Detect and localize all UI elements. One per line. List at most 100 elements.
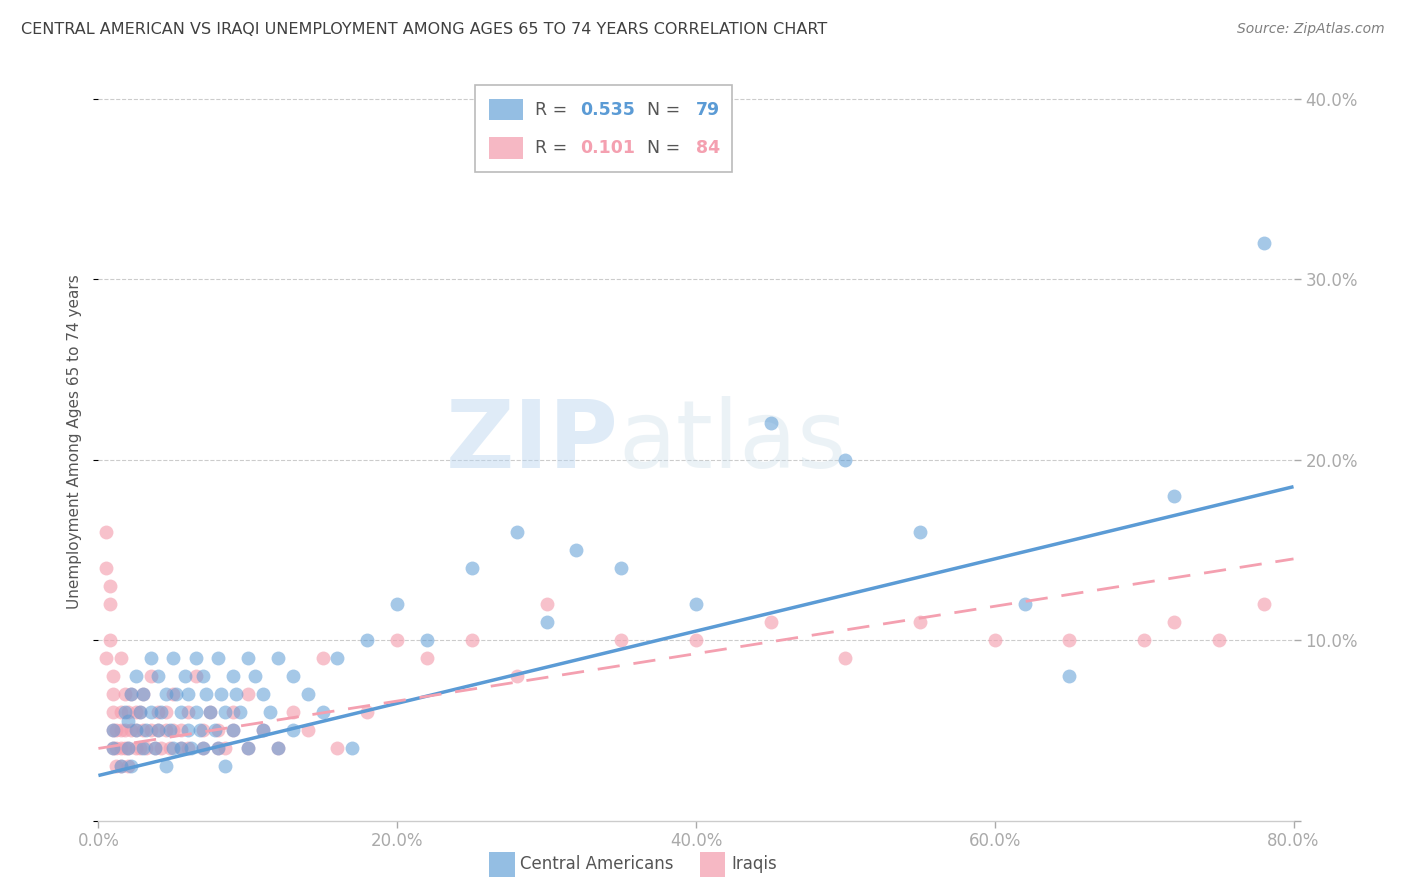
Point (125, 741, 148, 756)
Point (143, 741, 166, 756)
Point (984, 633, 1007, 648)
Point (114, 741, 136, 756)
Text: N =: N = (637, 139, 686, 157)
Point (356, 633, 378, 648)
Point (1253, 597, 1275, 611)
Point (191, 741, 214, 756)
Text: ZIP: ZIP (446, 395, 619, 488)
Point (135, 723, 157, 738)
Point (169, 741, 191, 756)
Point (148, 723, 170, 738)
Point (281, 706, 304, 720)
Point (536, 597, 558, 611)
Point (169, 723, 191, 738)
Point (1014, 597, 1036, 611)
Point (245, 669, 267, 683)
Point (148, 723, 170, 738)
Point (169, 741, 191, 756)
Text: R =: R = (534, 101, 572, 119)
Point (159, 723, 181, 738)
Point (110, 759, 132, 773)
Point (139, 723, 162, 738)
Point (207, 741, 229, 756)
Point (342, 741, 364, 756)
Point (252, 687, 274, 701)
Point (105, 759, 128, 773)
Point (125, 723, 148, 738)
Point (565, 542, 588, 557)
Point (120, 759, 142, 773)
Point (103, 741, 125, 756)
Point (150, 706, 173, 720)
Text: CENTRAL AMERICAN VS IRAQI UNEMPLOYMENT AMONG AGES 65 TO 74 YEARS CORRELATION CHA: CENTRAL AMERICAN VS IRAQI UNEMPLOYMENT A… (21, 22, 827, 37)
Point (222, 723, 245, 738)
Point (155, 706, 177, 720)
Point (117, 759, 139, 773)
Point (162, 651, 184, 665)
Point (120, 723, 142, 738)
Point (132, 687, 155, 701)
FancyBboxPatch shape (489, 99, 523, 120)
Point (1163, 615, 1185, 629)
Point (461, 633, 484, 648)
Point (214, 759, 236, 773)
Point (184, 651, 207, 665)
Point (259, 706, 281, 720)
Point (143, 741, 166, 756)
Y-axis label: Unemployment Among Ages 65 to 74 years: Unemployment Among Ages 65 to 74 years (67, 274, 83, 609)
Point (536, 615, 558, 629)
Text: N =: N = (637, 101, 686, 119)
Point (207, 741, 229, 756)
Point (114, 687, 136, 701)
Text: 0.101: 0.101 (581, 139, 636, 157)
Point (159, 741, 181, 756)
Point (162, 687, 184, 701)
Point (195, 687, 218, 701)
Point (1059, 633, 1081, 648)
Point (129, 706, 152, 720)
Point (125, 669, 148, 683)
Point (311, 706, 333, 720)
Point (103, 723, 125, 738)
Point (326, 741, 349, 756)
Point (214, 706, 236, 720)
Point (117, 706, 139, 720)
Point (267, 741, 290, 756)
Point (162, 741, 184, 756)
Point (204, 723, 226, 738)
Text: R =: R = (534, 139, 572, 157)
Point (416, 633, 439, 648)
Point (385, 633, 409, 648)
Point (222, 723, 245, 738)
Point (155, 759, 177, 773)
Point (506, 524, 529, 539)
Point (94, 651, 117, 665)
Point (110, 706, 132, 720)
Point (125, 706, 148, 720)
Point (120, 687, 142, 701)
Point (214, 741, 236, 756)
Point (98, 597, 122, 611)
Point (356, 706, 378, 720)
Point (685, 633, 707, 648)
Point (311, 651, 333, 665)
Text: Source: ZipAtlas.com: Source: ZipAtlas.com (1237, 22, 1385, 37)
Point (1163, 489, 1185, 503)
Point (177, 687, 200, 701)
Point (191, 723, 214, 738)
FancyBboxPatch shape (475, 85, 733, 172)
Text: 0.535: 0.535 (581, 101, 636, 119)
Point (222, 706, 245, 720)
Point (610, 633, 633, 648)
Point (229, 706, 252, 720)
Point (610, 561, 633, 575)
Point (148, 669, 170, 683)
Point (135, 741, 157, 756)
Point (139, 706, 162, 720)
Point (1253, 235, 1275, 250)
Point (297, 687, 319, 701)
Point (177, 723, 200, 738)
Point (236, 651, 259, 665)
Point (110, 651, 132, 665)
Point (169, 706, 191, 720)
